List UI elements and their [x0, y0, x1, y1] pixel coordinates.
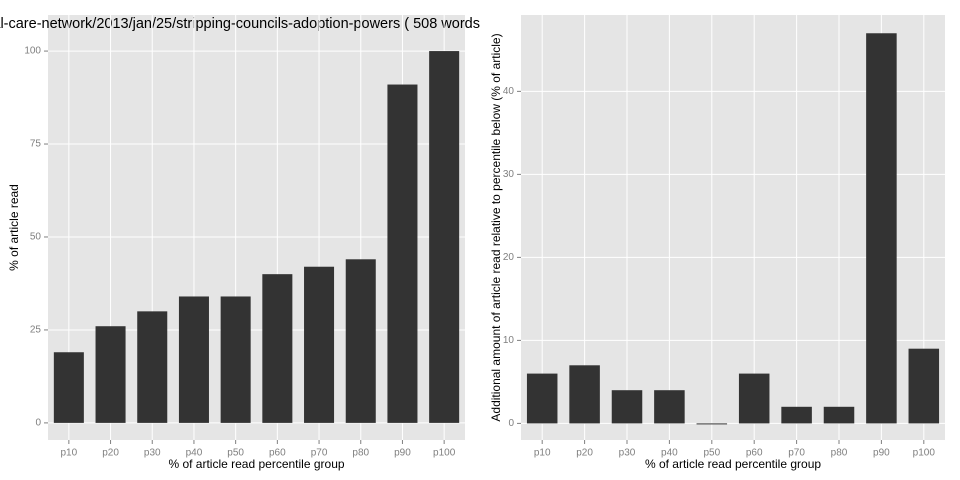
x-tick-label: p80 [831, 448, 848, 459]
bar [908, 348, 940, 424]
x-tick-label: p10 [61, 448, 78, 459]
x-tick-label: p100 [433, 448, 456, 459]
bar [345, 259, 376, 423]
x-axis-label: % of article read percentile group [168, 457, 344, 471]
x-tick-label: p90 [394, 448, 411, 459]
bar [781, 406, 812, 424]
bar [569, 365, 600, 424]
bar [53, 352, 84, 423]
y-tick-label: 25 [30, 325, 42, 336]
bar [866, 33, 897, 424]
bar [178, 296, 209, 423]
x-tick-label: p30 [144, 448, 161, 459]
x-tick-label: p60 [746, 448, 763, 459]
y-tick-label: 0 [35, 418, 41, 429]
x-tick-label: p50 [227, 448, 244, 459]
y-tick-label: 40 [503, 86, 515, 97]
bar [823, 406, 855, 424]
x-tick-label: p70 [788, 448, 805, 459]
x-tick-label: p20 [576, 448, 593, 459]
bar [220, 296, 251, 423]
y-tick-label: 30 [503, 169, 515, 180]
y-tick-label: 50 [30, 232, 42, 243]
y-tick-label: 10 [503, 335, 515, 346]
bar [654, 390, 685, 424]
bar [262, 274, 293, 423]
y-tick-label: 20 [503, 252, 515, 263]
bar [304, 266, 335, 423]
bar [696, 423, 728, 425]
x-tick-label: p20 [102, 448, 119, 459]
y-tick-label: 75 [30, 139, 42, 150]
bar [738, 373, 770, 424]
x-tick-label: p100 [913, 448, 936, 459]
bar [429, 51, 460, 423]
x-tick-label: p70 [311, 448, 328, 459]
bar [611, 390, 643, 424]
x-tick-label: p10 [534, 448, 551, 459]
bar [387, 84, 418, 423]
chart-title: al-care-network/2013/jan/25/stripping-co… [0, 16, 480, 32]
x-tick-label: p90 [873, 448, 890, 459]
y-axis-label: Additional amount of article read relati… [489, 33, 503, 421]
y-axis-label: % of article read [7, 184, 21, 271]
x-axis-label: % of article read percentile group [645, 457, 821, 471]
bar [95, 326, 126, 423]
y-tick-label: 100 [24, 46, 41, 57]
x-tick-label: p40 [186, 448, 203, 459]
bar [526, 373, 558, 424]
x-tick-label: p30 [619, 448, 636, 459]
x-tick-label: p60 [269, 448, 286, 459]
x-tick-label: p80 [352, 448, 369, 459]
bar [137, 311, 168, 423]
x-tick-label: p50 [703, 448, 720, 459]
x-tick-label: p40 [661, 448, 678, 459]
y-tick-label: 0 [508, 418, 514, 429]
